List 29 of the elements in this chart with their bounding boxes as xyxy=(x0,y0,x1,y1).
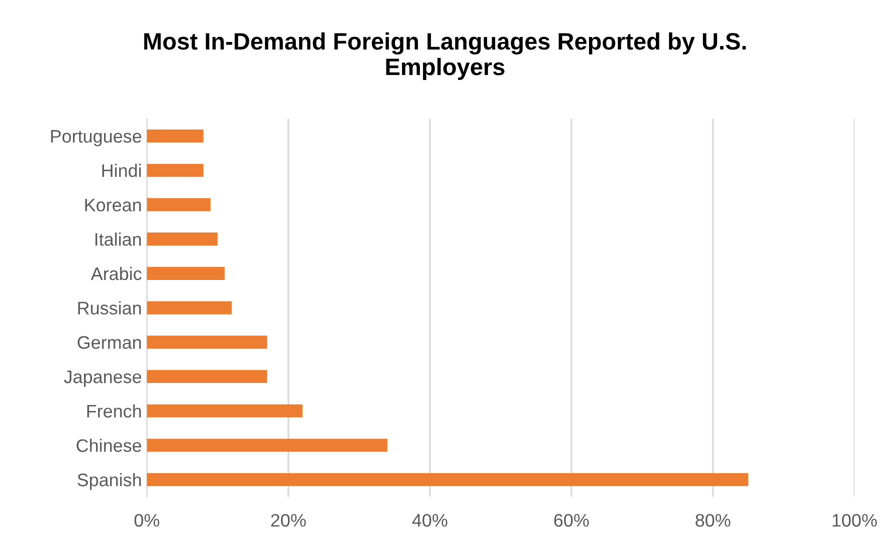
bar xyxy=(146,266,225,280)
bar xyxy=(146,438,388,452)
y-tick-label: French xyxy=(87,404,141,418)
y-tick-label: Italian xyxy=(95,232,141,246)
bar xyxy=(146,404,303,418)
bar xyxy=(146,232,218,246)
bar xyxy=(146,336,268,349)
bar xyxy=(146,473,748,486)
y-tick-label: Japanese xyxy=(64,370,142,387)
y-tick-label: Chinese xyxy=(76,438,142,452)
x-tick-label: 40% xyxy=(412,514,448,527)
chart-title: Most In-Demand Foreign Languages Reported by U.S. Employers xyxy=(144,32,746,80)
x-tick-label: 20% xyxy=(271,514,306,527)
y-tick-label: Russian xyxy=(78,301,141,315)
x-tick-label: 60% xyxy=(554,514,589,527)
x-tick-label: 80% xyxy=(696,514,730,527)
y-tick-label: Portuguese xyxy=(51,130,142,146)
y-tick-label: Korean xyxy=(85,198,141,212)
y-tick-label: Arabic xyxy=(90,266,142,280)
bar xyxy=(146,129,204,143)
y-tick-label: Spanish xyxy=(78,473,141,490)
bar xyxy=(146,370,268,384)
bar xyxy=(146,198,211,212)
y-tick-label: Hindi xyxy=(102,164,141,178)
bar xyxy=(146,301,232,314)
bar xyxy=(146,164,204,177)
x-tick-label: 100% xyxy=(832,514,877,527)
y-tick-label: German xyxy=(78,336,141,349)
x-tick-label: 0% xyxy=(134,514,160,527)
